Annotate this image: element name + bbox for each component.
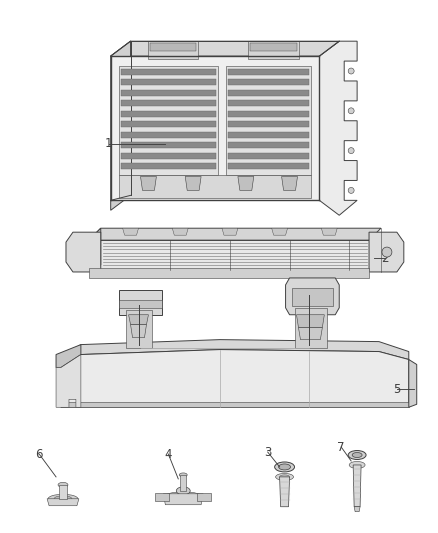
Polygon shape bbox=[148, 41, 198, 59]
Bar bbox=[59, 485, 67, 499]
Polygon shape bbox=[228, 163, 309, 169]
Ellipse shape bbox=[54, 496, 72, 502]
Ellipse shape bbox=[164, 492, 202, 502]
Circle shape bbox=[382, 247, 392, 257]
Polygon shape bbox=[228, 79, 309, 85]
Polygon shape bbox=[119, 290, 162, 315]
Polygon shape bbox=[129, 315, 148, 325]
Polygon shape bbox=[228, 152, 309, 158]
Polygon shape bbox=[89, 240, 369, 270]
Ellipse shape bbox=[58, 482, 68, 487]
Polygon shape bbox=[111, 41, 339, 56]
Text: 5: 5 bbox=[393, 383, 401, 396]
Polygon shape bbox=[228, 90, 309, 96]
Text: 4: 4 bbox=[165, 448, 172, 461]
Polygon shape bbox=[286, 278, 339, 315]
Text: 6: 6 bbox=[35, 448, 43, 461]
Polygon shape bbox=[228, 69, 309, 75]
Polygon shape bbox=[126, 310, 152, 348]
Circle shape bbox=[348, 68, 354, 74]
Polygon shape bbox=[89, 268, 369, 278]
Polygon shape bbox=[120, 90, 216, 96]
Polygon shape bbox=[56, 354, 81, 407]
Polygon shape bbox=[111, 56, 319, 200]
Polygon shape bbox=[120, 142, 216, 148]
Polygon shape bbox=[120, 132, 216, 138]
Polygon shape bbox=[297, 315, 324, 328]
Polygon shape bbox=[120, 100, 216, 107]
Polygon shape bbox=[89, 228, 381, 240]
Polygon shape bbox=[228, 111, 309, 117]
Polygon shape bbox=[319, 41, 357, 215]
Polygon shape bbox=[111, 41, 131, 211]
Ellipse shape bbox=[179, 473, 187, 477]
Polygon shape bbox=[163, 494, 203, 505]
Ellipse shape bbox=[348, 450, 366, 459]
Polygon shape bbox=[292, 288, 333, 306]
Polygon shape bbox=[123, 228, 138, 235]
Polygon shape bbox=[131, 325, 146, 337]
Polygon shape bbox=[409, 360, 417, 407]
Text: 7: 7 bbox=[337, 441, 345, 454]
Polygon shape bbox=[228, 132, 309, 138]
Polygon shape bbox=[61, 402, 409, 407]
Ellipse shape bbox=[176, 487, 190, 495]
Polygon shape bbox=[228, 122, 309, 127]
Polygon shape bbox=[120, 69, 216, 75]
Polygon shape bbox=[185, 176, 201, 190]
Polygon shape bbox=[120, 111, 216, 117]
Ellipse shape bbox=[48, 494, 78, 503]
Polygon shape bbox=[47, 499, 79, 506]
Text: 3: 3 bbox=[264, 446, 272, 458]
Ellipse shape bbox=[349, 462, 365, 469]
Polygon shape bbox=[238, 176, 254, 190]
Polygon shape bbox=[56, 345, 81, 367]
Ellipse shape bbox=[352, 453, 362, 457]
Polygon shape bbox=[279, 477, 290, 507]
Polygon shape bbox=[294, 308, 327, 348]
Polygon shape bbox=[120, 163, 216, 169]
Polygon shape bbox=[250, 43, 297, 51]
Polygon shape bbox=[150, 43, 196, 51]
Polygon shape bbox=[172, 228, 188, 235]
Polygon shape bbox=[354, 507, 360, 512]
Bar bbox=[180, 475, 186, 491]
Polygon shape bbox=[141, 176, 156, 190]
Polygon shape bbox=[228, 142, 309, 148]
Ellipse shape bbox=[279, 475, 290, 479]
Polygon shape bbox=[197, 493, 211, 501]
Circle shape bbox=[348, 148, 354, 154]
Polygon shape bbox=[61, 350, 409, 407]
Polygon shape bbox=[226, 66, 311, 175]
Polygon shape bbox=[228, 100, 309, 107]
Polygon shape bbox=[353, 465, 361, 507]
Polygon shape bbox=[120, 79, 216, 85]
Polygon shape bbox=[119, 66, 218, 175]
Ellipse shape bbox=[276, 473, 293, 480]
Polygon shape bbox=[248, 41, 300, 59]
Polygon shape bbox=[119, 175, 311, 198]
Polygon shape bbox=[120, 152, 216, 158]
Polygon shape bbox=[369, 232, 404, 272]
Polygon shape bbox=[272, 228, 288, 235]
Polygon shape bbox=[282, 176, 297, 190]
Polygon shape bbox=[119, 300, 162, 308]
Circle shape bbox=[348, 188, 354, 193]
Polygon shape bbox=[298, 328, 322, 340]
Polygon shape bbox=[120, 122, 216, 127]
Text: 1: 1 bbox=[105, 137, 113, 150]
Polygon shape bbox=[222, 228, 238, 235]
Polygon shape bbox=[155, 493, 170, 501]
Polygon shape bbox=[61, 340, 409, 367]
Text: 2: 2 bbox=[381, 252, 389, 264]
Circle shape bbox=[348, 108, 354, 114]
Ellipse shape bbox=[279, 464, 290, 470]
Polygon shape bbox=[321, 228, 337, 235]
Polygon shape bbox=[89, 228, 101, 270]
Ellipse shape bbox=[275, 462, 294, 472]
Polygon shape bbox=[66, 232, 101, 272]
